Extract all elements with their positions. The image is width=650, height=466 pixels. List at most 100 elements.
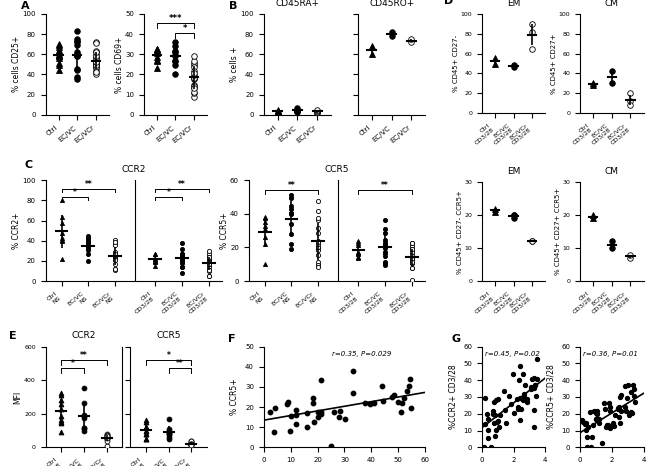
Point xyxy=(583,423,593,431)
Point xyxy=(594,420,604,427)
Point xyxy=(582,433,592,440)
Text: **: ** xyxy=(382,180,389,190)
Point xyxy=(486,444,497,451)
Text: ***: *** xyxy=(169,14,182,23)
Point xyxy=(581,426,592,433)
Point xyxy=(604,408,615,415)
Y-axis label: %CCR2+ CD3/28: %CCR2+ CD3/28 xyxy=(448,365,458,429)
Text: **: ** xyxy=(80,351,88,360)
Point xyxy=(514,362,525,370)
Y-axis label: % cells +: % cells + xyxy=(230,47,239,82)
Text: E: E xyxy=(8,330,16,341)
Point xyxy=(365,401,375,408)
Text: r=0.35, P=0.029: r=0.35, P=0.029 xyxy=(332,350,391,356)
Point xyxy=(580,419,591,426)
Point xyxy=(590,416,601,423)
Title: CM: CM xyxy=(604,0,619,7)
Text: *: * xyxy=(71,359,75,369)
Point xyxy=(402,387,413,394)
Y-axis label: % cells CD69+: % cells CD69+ xyxy=(114,36,124,93)
Text: *: * xyxy=(166,188,170,198)
Point xyxy=(615,419,625,426)
Text: r=0.45, P=0.02: r=0.45, P=0.02 xyxy=(485,350,540,356)
Point xyxy=(580,420,590,428)
Text: G: G xyxy=(452,334,461,343)
Point xyxy=(531,356,541,363)
Point xyxy=(348,367,359,375)
Point xyxy=(591,416,601,423)
Point xyxy=(286,412,296,419)
Point xyxy=(531,392,541,399)
Point xyxy=(517,397,528,404)
Point xyxy=(521,399,532,406)
Text: D: D xyxy=(444,0,453,6)
Point xyxy=(622,394,632,402)
Point xyxy=(602,421,612,429)
Point xyxy=(291,406,301,413)
Point xyxy=(588,433,598,440)
Point xyxy=(282,401,293,408)
Point xyxy=(526,376,537,383)
Point xyxy=(316,376,326,384)
Text: r=0.36, P=0.01: r=0.36, P=0.01 xyxy=(583,350,638,356)
Y-axis label: %CCR5+ CD3/28: %CCR5+ CD3/28 xyxy=(547,364,556,429)
Point xyxy=(608,419,618,426)
Point xyxy=(313,408,324,415)
Point xyxy=(328,408,339,415)
Point xyxy=(479,444,489,451)
Point xyxy=(399,395,410,402)
Point xyxy=(482,427,493,434)
Point xyxy=(291,420,301,428)
Point xyxy=(591,409,601,417)
Point xyxy=(605,423,616,430)
Point xyxy=(620,403,630,411)
Point xyxy=(493,395,504,403)
Point xyxy=(593,416,604,423)
Point xyxy=(268,429,279,436)
Point xyxy=(610,411,620,419)
Point xyxy=(493,423,504,431)
Point xyxy=(601,423,611,431)
Point xyxy=(506,401,516,408)
Text: *: * xyxy=(183,24,187,33)
Point xyxy=(316,409,326,416)
Point xyxy=(628,381,638,389)
Point xyxy=(526,383,536,391)
Point xyxy=(604,399,615,406)
Point xyxy=(614,404,625,411)
Point xyxy=(514,405,524,413)
Point xyxy=(512,395,522,403)
Point xyxy=(584,408,595,416)
Point xyxy=(480,394,490,402)
Point xyxy=(404,376,415,383)
Point xyxy=(589,407,599,415)
Point xyxy=(316,410,326,418)
Text: F: F xyxy=(228,334,236,343)
Point xyxy=(528,375,539,382)
Point xyxy=(629,386,640,393)
Point xyxy=(347,390,358,397)
Point xyxy=(309,418,320,425)
Y-axis label: % CD45+ CD27+ CCR5+: % CD45+ CD27+ CCR5+ xyxy=(555,188,561,275)
Point xyxy=(578,418,588,425)
Point xyxy=(397,399,408,407)
Point xyxy=(630,398,641,405)
Title: CCR5: CCR5 xyxy=(157,331,181,340)
Point xyxy=(307,395,318,402)
Point xyxy=(376,383,387,390)
Point xyxy=(615,394,625,401)
Title: EM: EM xyxy=(507,167,520,176)
Point xyxy=(521,395,532,403)
Point xyxy=(493,417,503,425)
Text: **: ** xyxy=(176,359,184,369)
Point xyxy=(387,393,397,401)
Point xyxy=(313,413,323,421)
Y-axis label: % cells CD25+: % cells CD25+ xyxy=(12,36,21,92)
Point xyxy=(605,425,616,432)
Point xyxy=(488,411,499,418)
Point xyxy=(396,409,407,416)
Y-axis label: % CCR5+: % CCR5+ xyxy=(230,379,239,415)
Point xyxy=(532,376,543,383)
Point xyxy=(360,399,370,407)
Point xyxy=(482,415,493,423)
